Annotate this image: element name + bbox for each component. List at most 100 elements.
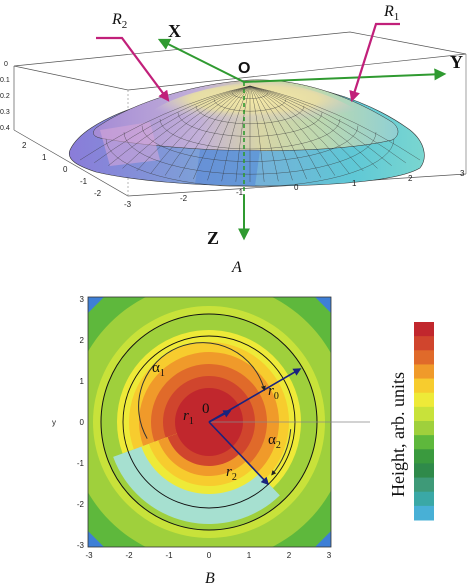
panel-b-ylabel: y bbox=[52, 418, 56, 427]
y-tick-4: -1 bbox=[77, 459, 85, 468]
z-tick-labels: 0 0.1 0.2 0.3 0.4 bbox=[0, 61, 10, 132]
box-wireframe bbox=[13, 31, 467, 197]
colorbar-swatch bbox=[414, 449, 434, 464]
r2-label: R2 bbox=[111, 11, 127, 31]
y-tick-3: 0 bbox=[80, 418, 85, 427]
mesh-line bbox=[235, 85, 251, 182]
alpha2-arc bbox=[271, 429, 292, 476]
front-tick-6: 3 bbox=[460, 169, 465, 178]
colorbar-swatch bbox=[414, 406, 434, 422]
colorbar-swatch bbox=[414, 350, 434, 365]
alpha1-label: α1 bbox=[152, 360, 165, 379]
colorbar-swatch bbox=[414, 435, 434, 450]
panel-b-y-ticks: 3 2 1 0 -1 -2 -3 bbox=[77, 295, 85, 550]
mesh-line bbox=[249, 85, 378, 169]
front-tick-4: 1 bbox=[352, 179, 357, 188]
mesh-line bbox=[108, 85, 251, 166]
r2-vector bbox=[208, 421, 270, 486]
front-tick-1: -2 bbox=[180, 194, 188, 203]
front-tick-0: -3 bbox=[124, 200, 132, 209]
colorbar-swatch bbox=[414, 364, 434, 380]
left-tick-2: 0 bbox=[63, 165, 68, 174]
colorbar-swatch bbox=[414, 421, 434, 436]
x-axis-arrow bbox=[157, 38, 245, 83]
mesh-line bbox=[249, 85, 392, 166]
mesh-line bbox=[249, 85, 265, 182]
panel-b: α1 α2 r0 r1 r2 0 -3 -2 -1 0 1 2 3 3 2 1 … bbox=[52, 295, 434, 587]
mesh-line bbox=[122, 85, 251, 169]
y-axis-label: Y bbox=[450, 52, 463, 72]
mesh-line bbox=[249, 85, 336, 176]
r2-callout: R2 bbox=[96, 11, 170, 102]
r1-label: R1 bbox=[383, 3, 399, 23]
alpha1-arc bbox=[138, 342, 266, 439]
z-axis-label: Z bbox=[207, 228, 219, 248]
front-tick-5: 2 bbox=[408, 174, 413, 183]
x-tick-0: -3 bbox=[85, 551, 93, 560]
r0-label: r0 bbox=[268, 383, 279, 402]
colorbar-swatch bbox=[414, 491, 434, 507]
mesh-line bbox=[94, 85, 251, 164]
mesh-line bbox=[249, 85, 279, 182]
mesh-line bbox=[136, 85, 251, 172]
r1-vector-label: r1 bbox=[183, 408, 194, 427]
colorbar-label: Height, arb. units bbox=[388, 372, 408, 497]
y-tick-1: 2 bbox=[80, 336, 85, 345]
mesh-line bbox=[105, 138, 395, 187]
z-tick-0: 0 bbox=[4, 61, 8, 68]
colorbar-swatch bbox=[414, 336, 434, 351]
x-tick-3: 0 bbox=[207, 551, 212, 560]
mesh-line bbox=[164, 85, 251, 176]
panel-b-x-ticks: -3 -2 -1 0 1 2 3 bbox=[85, 551, 331, 560]
alpha2-label: α2 bbox=[268, 432, 281, 451]
mesh-line bbox=[221, 85, 251, 182]
mesh-line bbox=[79, 85, 251, 161]
x-tick-5: 2 bbox=[287, 551, 292, 560]
mesh-line bbox=[249, 85, 307, 180]
panel-a: 0 0.1 0.2 0.3 0.4 2 1 0 -1 -2 -3 -2 -1 0… bbox=[0, 3, 467, 276]
y-tick-6: -3 bbox=[77, 541, 85, 550]
mesh-line bbox=[249, 85, 321, 178]
mesh-line bbox=[249, 85, 293, 181]
left-tick-4: -2 bbox=[94, 189, 102, 198]
colorbar-swatch bbox=[414, 505, 434, 521]
z-tick-3: 0.3 bbox=[0, 109, 10, 116]
colorbar-swatch bbox=[414, 463, 434, 479]
mesh-line bbox=[249, 85, 421, 161]
left-tick-1: 1 bbox=[42, 153, 47, 162]
y-axis-arrow bbox=[243, 68, 447, 83]
r1-vector bbox=[208, 410, 232, 423]
mesh-line bbox=[249, 85, 350, 174]
colorbar-swatch bbox=[414, 392, 434, 408]
mesh-line bbox=[207, 85, 251, 181]
r1-callout: R1 bbox=[349, 3, 400, 103]
x-tick-2: -1 bbox=[165, 551, 173, 560]
y-tick-2: 1 bbox=[80, 377, 85, 386]
colorbar-swatch bbox=[414, 322, 434, 337]
panel-b-label: B bbox=[205, 570, 215, 587]
x-tick-4: 1 bbox=[247, 551, 252, 560]
front-tick-labels: -3 -2 -1 0 1 2 3 bbox=[124, 169, 465, 209]
dome-surface bbox=[68, 79, 425, 187]
mesh-line bbox=[150, 85, 251, 174]
y-tick-0: 3 bbox=[80, 295, 85, 304]
center-label: 0 bbox=[202, 401, 210, 417]
r2-vector-label: r2 bbox=[226, 464, 237, 483]
front-tick-3: 0 bbox=[294, 183, 299, 192]
front-tick-2: -1 bbox=[236, 188, 244, 197]
mesh-line bbox=[179, 85, 251, 178]
mesh-line bbox=[249, 85, 364, 172]
colorbar-swatch bbox=[414, 477, 434, 493]
x-tick-1: -2 bbox=[125, 551, 133, 560]
left-tick-labels: 2 1 0 -1 -2 bbox=[22, 141, 102, 198]
colorbar bbox=[414, 322, 434, 521]
panel-a-label: A bbox=[231, 259, 242, 276]
coordinate-axes bbox=[157, 38, 447, 241]
z-tick-4: 0.4 bbox=[0, 125, 10, 132]
origin-label: O bbox=[238, 60, 250, 77]
left-tick-3: -1 bbox=[80, 177, 88, 186]
left-tick-0: 2 bbox=[22, 141, 27, 150]
x-tick-6: 3 bbox=[327, 551, 332, 560]
colorbar-swatch bbox=[414, 378, 434, 394]
